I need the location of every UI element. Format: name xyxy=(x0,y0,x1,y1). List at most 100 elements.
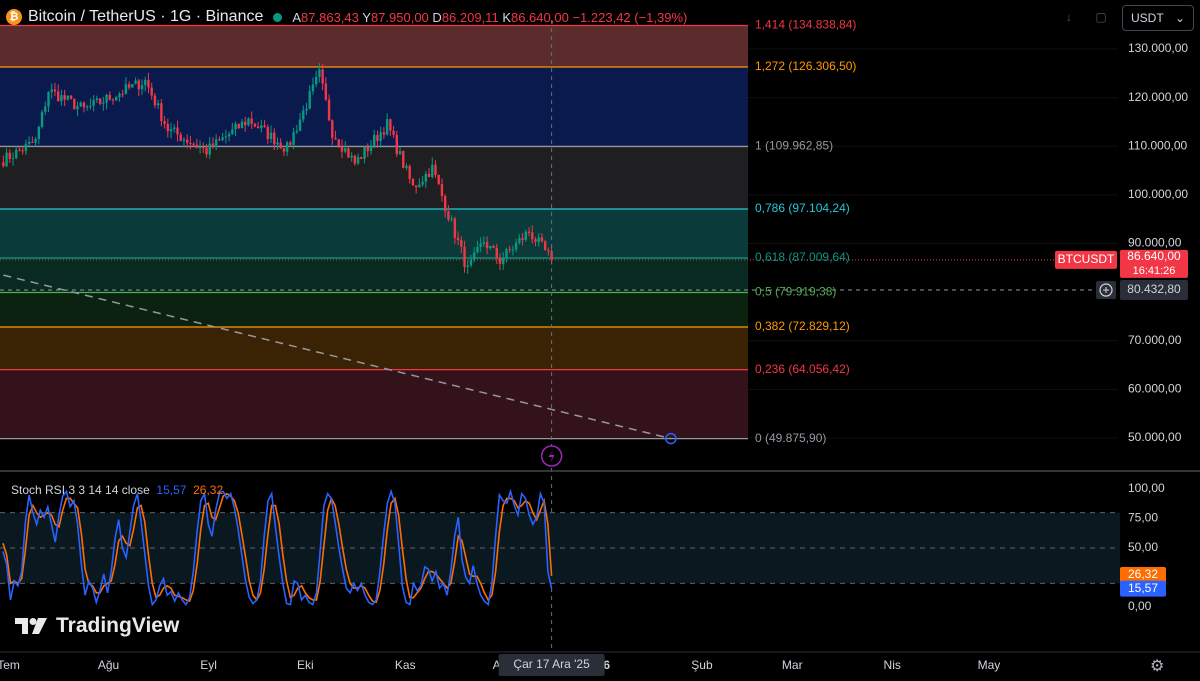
fib-level-label: 0,382 (72.829,12) xyxy=(755,319,850,333)
stoch-axis-label: 0,00 xyxy=(1128,599,1152,613)
chevron-down-icon: ⌄ xyxy=(1174,11,1185,25)
symbol-legend: ₿ Bitcoin / TetherUS · 1G · Binance A87.… xyxy=(6,6,687,28)
candle xyxy=(350,155,353,158)
symbol-title[interactable]: Bitcoin / TetherUS · 1G · Binance xyxy=(28,8,264,25)
candle xyxy=(153,95,157,106)
candle xyxy=(195,144,199,148)
candle xyxy=(192,143,195,145)
candle xyxy=(92,100,95,106)
candle xyxy=(463,246,466,267)
price-axis-label: 110.000,00 xyxy=(1128,138,1187,152)
time-axis-label: Şub xyxy=(691,658,713,672)
stoch-d-value: 26,32 xyxy=(193,483,224,497)
candle xyxy=(318,69,321,77)
stoch-d-badge-label: 26,32 xyxy=(1128,567,1158,581)
crosshair-time-badge xyxy=(498,654,605,676)
candle xyxy=(163,120,166,125)
candle xyxy=(321,69,324,84)
stoch-axis-label: 50,00 xyxy=(1128,540,1158,554)
price-axis-label: 120.000,00 xyxy=(1128,90,1188,104)
candle xyxy=(521,238,524,240)
price-axis-label: 50.000,00 xyxy=(1128,430,1182,444)
candle xyxy=(485,242,489,249)
candle xyxy=(527,231,531,233)
candle xyxy=(176,127,179,135)
candle xyxy=(424,173,428,182)
candle xyxy=(340,146,344,152)
stoch-rsi-legend[interactable]: Stoch RSI 3 3 14 14 close 15,57 26,32 xyxy=(11,483,223,497)
lightning-bolt xyxy=(548,449,555,464)
candle xyxy=(269,132,273,140)
stoch-d-badge xyxy=(1120,566,1166,583)
candle xyxy=(189,142,192,144)
fib-level-label: 0 (49.875,90) xyxy=(755,431,826,445)
tradingview-logo-icon xyxy=(15,618,47,634)
candle xyxy=(111,99,115,101)
gear-icon[interactable]: ⚙ xyxy=(1150,658,1165,675)
square-icon[interactable]: ▢ xyxy=(1095,10,1107,24)
candle xyxy=(124,84,128,94)
candle xyxy=(327,99,331,121)
candle xyxy=(11,158,15,160)
candle xyxy=(302,110,305,120)
candle xyxy=(534,239,537,242)
close-key: K xyxy=(502,9,511,25)
candle xyxy=(514,242,518,250)
candle xyxy=(37,126,41,140)
candle xyxy=(63,95,66,100)
down-arrow-icon[interactable]: ↓ xyxy=(1066,10,1072,24)
fib-level-label: 0,618 (87.009,64) xyxy=(755,250,850,264)
candle xyxy=(547,250,550,252)
candle xyxy=(86,106,89,108)
fib-zone xyxy=(0,369,748,439)
fib-level-label: 0,786 (97.104,24) xyxy=(755,201,850,215)
candle xyxy=(537,237,540,242)
candle xyxy=(347,148,350,158)
candle xyxy=(282,148,286,152)
candle xyxy=(473,252,476,260)
candle xyxy=(224,136,228,138)
plus-circle-icon xyxy=(1099,283,1113,297)
candle xyxy=(40,111,44,127)
candle xyxy=(450,218,453,220)
change-value: −1.223,42 (−1,39%) xyxy=(572,9,688,25)
candle xyxy=(421,181,424,185)
candle xyxy=(31,141,34,143)
candle xyxy=(250,118,253,124)
candle xyxy=(198,147,202,149)
candle xyxy=(231,129,234,135)
fib-zone xyxy=(0,327,748,370)
candle xyxy=(150,87,153,96)
candle xyxy=(227,134,231,137)
candle xyxy=(392,130,395,135)
candle xyxy=(476,247,479,253)
stoch-axis-label: 75,00 xyxy=(1128,511,1158,525)
candle xyxy=(443,196,447,212)
candle xyxy=(108,94,111,100)
candle xyxy=(118,93,121,98)
candle xyxy=(289,142,292,145)
candle xyxy=(263,125,266,127)
candle xyxy=(166,124,170,132)
candle xyxy=(18,149,21,151)
candle xyxy=(508,249,511,251)
candle xyxy=(505,249,508,259)
price-axis-label: 60.000,00 xyxy=(1128,382,1182,396)
candle xyxy=(502,258,505,264)
candle xyxy=(292,132,295,145)
candle xyxy=(418,184,421,188)
currency-selector[interactable]: USDT ⌄ xyxy=(1122,5,1194,31)
candle xyxy=(121,93,124,95)
candle xyxy=(208,143,211,155)
candle xyxy=(531,232,534,240)
candle xyxy=(215,139,218,147)
candle xyxy=(47,91,50,107)
fib-zone xyxy=(0,292,748,328)
time-axis-label: Mar xyxy=(782,658,803,672)
candle xyxy=(447,211,450,220)
fib-zone xyxy=(0,25,748,67)
candle xyxy=(437,174,440,185)
candle xyxy=(173,127,176,130)
fib-zone xyxy=(0,208,748,259)
